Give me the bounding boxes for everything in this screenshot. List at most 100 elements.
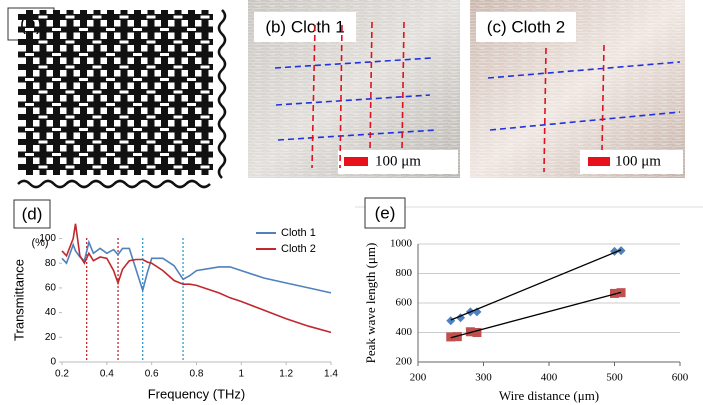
weave-gap bbox=[160, 128, 169, 131]
weave-gap bbox=[147, 41, 156, 44]
y-tick-label: 20 bbox=[45, 332, 57, 343]
y-tick-label: 80 bbox=[45, 258, 57, 269]
weave-gap bbox=[160, 28, 169, 31]
weave-gap bbox=[201, 66, 210, 69]
weave-gap bbox=[79, 103, 88, 106]
weave-gap bbox=[52, 153, 61, 156]
legend-label: Cloth 1 bbox=[281, 227, 316, 239]
x-tick-label: 0.4 bbox=[100, 369, 114, 380]
x-tick-label: 1 bbox=[239, 369, 245, 380]
weave-gap bbox=[201, 141, 210, 144]
y-axis-label: Peak wave length (μm) bbox=[363, 243, 378, 364]
weave-gap bbox=[52, 103, 61, 106]
weave-gap bbox=[160, 153, 169, 156]
x-axis-label: Frequency (THz) bbox=[148, 386, 246, 401]
panel-label: (d) bbox=[22, 204, 43, 223]
weave-gap bbox=[66, 166, 75, 169]
weave-gap bbox=[133, 78, 142, 81]
weave-gap bbox=[174, 116, 183, 119]
weave-gap bbox=[66, 116, 75, 119]
weave-gap bbox=[79, 28, 88, 31]
x-tick-label: 0.6 bbox=[145, 369, 159, 380]
y-tick-label: 400 bbox=[396, 326, 413, 338]
weave-gap bbox=[120, 66, 129, 69]
scale-bar bbox=[588, 157, 610, 166]
x-tick-label: 500 bbox=[606, 372, 623, 384]
weave-gap bbox=[93, 91, 102, 94]
weave-gap bbox=[147, 91, 156, 94]
scale-label: 100 μm bbox=[375, 153, 421, 169]
weave-gap bbox=[147, 66, 156, 69]
y-tick-label: 60 bbox=[45, 283, 57, 294]
panel-c: (c) Cloth 2 100 μm bbox=[470, 0, 685, 178]
weave-gap bbox=[25, 128, 34, 131]
weave-gap bbox=[79, 128, 88, 131]
weft-wire bbox=[18, 77, 213, 83]
weave-gap bbox=[106, 78, 115, 81]
weave-gap bbox=[39, 66, 48, 69]
weave-gap bbox=[120, 141, 129, 144]
weave-gap bbox=[201, 16, 210, 19]
weave-gap bbox=[93, 116, 102, 119]
y-tick-label: 0 bbox=[50, 357, 56, 368]
weave-gap bbox=[160, 78, 169, 81]
weave-gap bbox=[133, 128, 142, 131]
weave-gap bbox=[25, 78, 34, 81]
weave-gap bbox=[187, 78, 196, 81]
weave-gap bbox=[160, 103, 169, 106]
weave-gap bbox=[120, 91, 129, 94]
weave-gap bbox=[120, 166, 129, 169]
x-tick-label: 400 bbox=[541, 372, 558, 384]
weave-gap bbox=[39, 116, 48, 119]
weft-wire bbox=[18, 52, 213, 58]
weave-gap bbox=[39, 16, 48, 19]
weave-gap bbox=[201, 41, 210, 44]
weave-gap bbox=[147, 141, 156, 144]
weave-gap bbox=[133, 103, 142, 106]
weave-gap bbox=[174, 166, 183, 169]
weave-gap bbox=[187, 103, 196, 106]
weave-gap bbox=[106, 128, 115, 131]
data-point bbox=[446, 316, 455, 325]
weave-gap bbox=[93, 41, 102, 44]
figure: (a) (b) Cloth 1 100 μm (c) Cloth 2 100 μ… bbox=[0, 0, 703, 405]
weave-gap bbox=[120, 116, 129, 119]
weave-gap bbox=[174, 66, 183, 69]
weft-wire bbox=[18, 27, 213, 33]
x-tick-label: 1.2 bbox=[279, 369, 293, 380]
data-line bbox=[62, 224, 331, 333]
x-tick-label: 1.4 bbox=[324, 369, 338, 380]
weave-gap bbox=[201, 166, 210, 169]
weave-gap bbox=[52, 78, 61, 81]
panel-label: (c) Cloth 2 bbox=[487, 17, 565, 36]
weave-gap bbox=[120, 16, 129, 19]
x-tick-label: 0.8 bbox=[190, 369, 204, 380]
weave-gap bbox=[39, 141, 48, 144]
y-tick-label: 1000 bbox=[390, 238, 413, 250]
y-axis-label: Transmittance bbox=[11, 259, 26, 341]
x-tick-label: 0.2 bbox=[55, 369, 69, 380]
x-tick-label: 300 bbox=[475, 372, 492, 384]
weave-gap bbox=[39, 41, 48, 44]
weave-gap bbox=[66, 16, 75, 19]
panel-a: (a) bbox=[0, 0, 236, 192]
weave-gap bbox=[147, 16, 156, 19]
weave-gap bbox=[66, 91, 75, 94]
panel-label: (b) Cloth 1 bbox=[265, 17, 344, 36]
x-tick-label: 600 bbox=[672, 372, 689, 384]
weave-gap bbox=[25, 28, 34, 31]
weave-gap bbox=[93, 141, 102, 144]
weave-gap bbox=[187, 28, 196, 31]
weave-gap bbox=[133, 53, 142, 56]
weft-wire bbox=[18, 102, 213, 108]
weave-gap bbox=[25, 103, 34, 106]
weave-gap bbox=[93, 16, 102, 19]
weave-gap bbox=[52, 128, 61, 131]
y-tick-label: 800 bbox=[396, 267, 413, 279]
weave-gap bbox=[52, 53, 61, 56]
weave-gap bbox=[25, 153, 34, 156]
weave-gap bbox=[52, 28, 61, 31]
fit-line bbox=[451, 250, 621, 320]
weave-gap bbox=[66, 141, 75, 144]
y-tick-label: 600 bbox=[396, 297, 413, 309]
